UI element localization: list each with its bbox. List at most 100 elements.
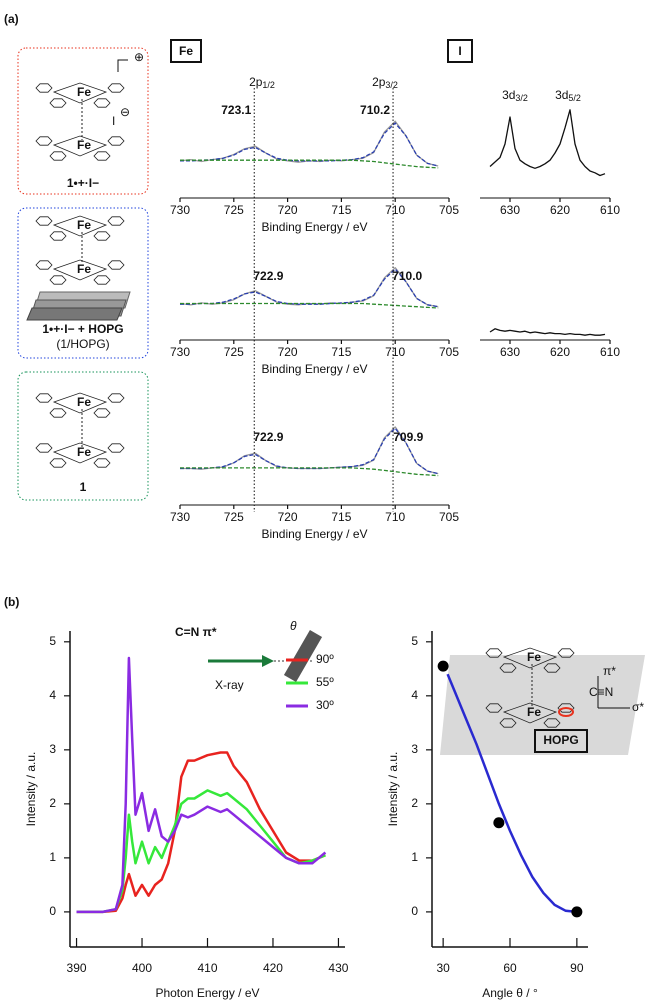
bracket [117,59,128,72]
anion: I [112,114,115,128]
y-tick-label: 3 [49,742,56,756]
benzo-ring [35,216,53,226]
x-tick-label: 610 [600,203,620,217]
x-tick-label: 630 [500,345,520,359]
peak-label: 710.0 [392,269,422,283]
x-tick-label: 60 [503,961,517,975]
benzo-ring [35,83,53,93]
legend-label: 55º [316,675,334,689]
x-tick-label: 730 [170,203,190,217]
x-tick-label: 725 [224,203,244,217]
graphite-stack [26,291,131,321]
x-tick-label: 710 [385,345,405,359]
x-axis-label: Binding Energy / eV [261,527,367,541]
x-tick-label: 390 [67,961,87,975]
x-axis-label: Photon Energy / eV [155,986,259,1000]
metal-label: Fe [77,395,91,409]
macrocycle [502,702,558,724]
x-axis-label: Binding Energy / eV [261,220,367,234]
benzo-ring [107,216,125,226]
molecule-label: 1 [80,480,87,494]
y-axis-label: Intensity / a.u. [24,752,38,827]
section-label: Fe [179,44,193,58]
x-axis-label: Binding Energy / eV [261,362,367,376]
data-point [571,906,583,918]
benzo-ring [543,718,561,728]
x-tick-label: 705 [439,510,459,524]
benzo-ring [499,718,517,728]
peak-label: 709.9 [393,430,423,444]
x-tick-label: 705 [439,345,459,359]
molecule-box [17,371,149,501]
x-tick-label: 715 [331,203,351,217]
x-tick-label: 725 [224,345,244,359]
macrocycle [502,647,558,669]
peak-name: 2p3/2 [372,75,398,90]
legend-label: 90º [316,652,334,666]
metal-label: Fe [527,705,541,719]
x-tick-label: 715 [331,345,351,359]
x-tick-label: 400 [132,961,152,975]
inset-axis-label: C≡N [589,685,613,699]
x-tick-label: 420 [263,961,283,975]
x-tick-label: 705 [439,203,459,217]
spectrum-line [489,328,606,336]
y-tick-label: 4 [411,688,418,702]
peak-label: 723.1 [221,103,251,117]
data-point [437,660,449,672]
legend-label: 30º [316,698,334,712]
y-tick-label: 5 [411,634,418,648]
macrocycle [52,82,108,104]
y-tick-label: 1 [49,850,56,864]
benzo-ring [543,663,561,673]
hopg-label: HOPG [543,733,578,747]
macrocycle [52,442,108,464]
spectrum-line [180,302,439,309]
molecule-sublabel: (1/HOPG) [56,337,109,351]
panel-label: (b) [4,595,19,609]
spectrum-line [180,159,439,169]
y-axis-label: Intensity / a.u. [386,752,400,827]
spectrum-line [489,109,606,177]
peak-name-main: 2p [249,75,263,89]
y-tick-label: 4 [49,688,56,702]
benzo-ring [93,275,111,285]
orbital [558,707,574,717]
sample [283,629,323,683]
benzo-ring [499,663,517,673]
peak-name: 2p1/2 [249,75,275,90]
spectrum-line [180,467,439,477]
benzo-ring [93,98,111,108]
peak-name-main: 3d [502,88,515,102]
macrocycle [52,215,108,237]
y-tick-label: 0 [411,904,418,918]
benzo-ring [485,703,503,713]
benzo-ring [93,231,111,241]
benzo-ring [49,458,67,468]
peak-name-sub: 1/2 [262,80,275,90]
x-tick-label: 610 [600,345,620,359]
metal-label: Fe [77,262,91,276]
x-tick-label: 410 [197,961,217,975]
benzo-ring [107,83,125,93]
macrocycle [52,135,108,157]
benzo-ring [107,136,125,146]
y-tick-label: 2 [411,796,418,810]
benzo-ring [93,151,111,161]
x-tick-label: 730 [170,345,190,359]
x-tick-label: 710 [385,203,405,217]
macrocycle [52,392,108,414]
spectrum-line [76,656,327,914]
molecule-label: 1•+·I− + HOPG [42,322,123,336]
peak-name: 3d3/2 [502,88,528,103]
y-tick-label: 0 [49,904,56,918]
benzo-ring [107,260,125,270]
beam-label: X-ray [215,678,244,692]
spectrum-line [180,268,439,308]
molecule-box [17,47,149,195]
inset-axis-label: σ* [632,700,644,714]
x-tick-label: 730 [170,510,190,524]
inset-axis-label: π* [603,664,616,678]
molecule-label: 1•+·I− [67,176,99,190]
benzo-ring [93,458,111,468]
